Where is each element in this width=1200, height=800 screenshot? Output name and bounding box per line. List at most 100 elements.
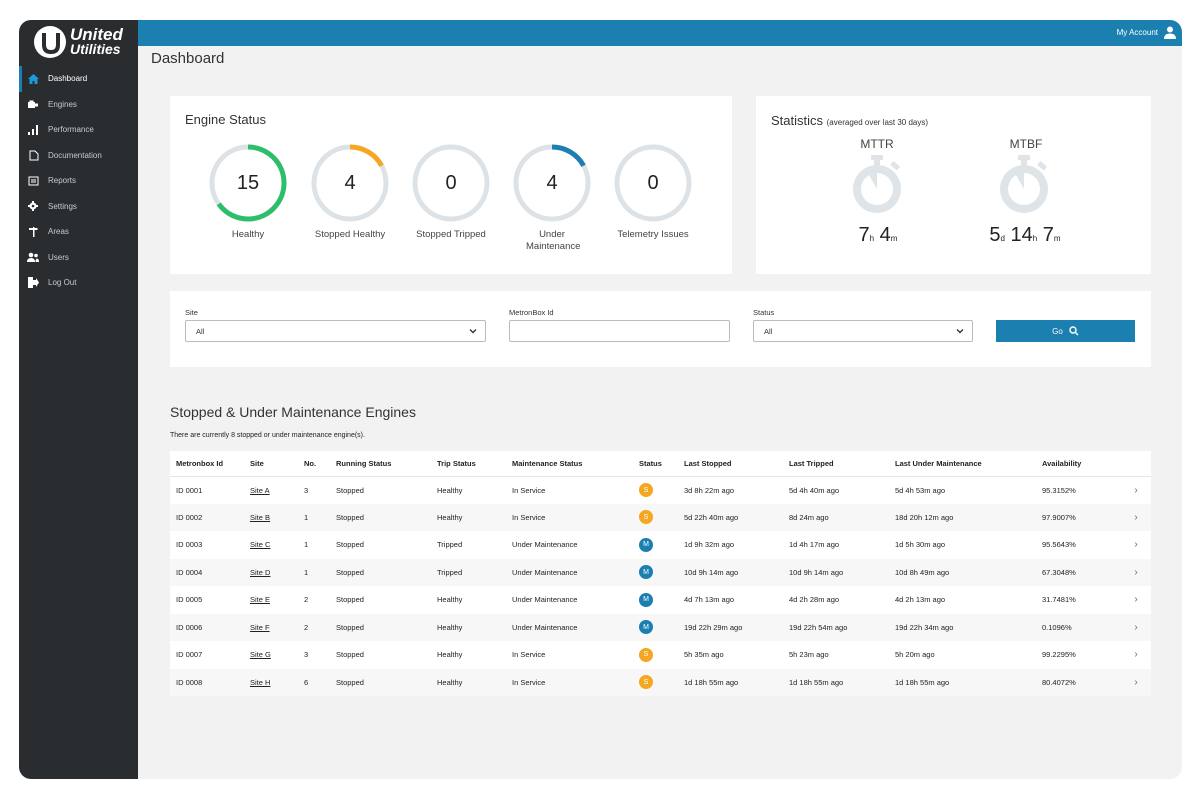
- gauge-value: 0: [445, 171, 457, 194]
- site-link[interactable]: Site H: [250, 677, 271, 687]
- chevron-right-icon[interactable]: ›: [1134, 566, 1138, 578]
- status-cell: M: [639, 531, 684, 559]
- gauge-telemetry-issues[interactable]: 0: [613, 143, 693, 223]
- site-link[interactable]: Site F: [250, 622, 270, 632]
- sidebar-item-logout[interactable]: Log Out: [19, 270, 138, 296]
- brand-logo[interactable]: United Utilities: [33, 25, 123, 59]
- last-maint-cell: 5d 4h 53m ago: [895, 485, 946, 495]
- last-stopped-cell: 1d 9h 32m ago: [684, 540, 735, 550]
- chevron-right-icon[interactable]: ›: [1134, 511, 1138, 523]
- trip-cell: Healthy: [437, 622, 463, 632]
- status-badge: M: [639, 592, 653, 607]
- last-tripped-cell: 1d 18h 55m ago: [789, 677, 844, 687]
- table-row[interactable]: ID 0005 Site E 2 Stopped Healthy Under Mainte…: [170, 586, 1151, 614]
- column-header[interactable]: Metronbox Id: [176, 458, 224, 468]
- chevron-right-icon[interactable]: ›: [1134, 676, 1138, 688]
- bar-chart-icon: [27, 124, 39, 136]
- column-header[interactable]: Trip Status: [437, 458, 476, 468]
- my-account-button[interactable]: My Account: [1117, 26, 1176, 39]
- user-icon: [1164, 26, 1176, 39]
- column-header[interactable]: Site: [250, 458, 264, 468]
- go-button[interactable]: Go: [996, 320, 1135, 342]
- status-cell: S: [639, 504, 684, 532]
- status-cell: S: [639, 476, 684, 504]
- table-row[interactable]: ID 0007 Site G 3 Stopped Healthy In Service S 5…: [170, 641, 1151, 669]
- column-header-empty: [1121, 451, 1151, 476]
- status-badge: M: [639, 565, 653, 580]
- metronbox-id-input[interactable]: [509, 320, 730, 342]
- table-row[interactable]: ID 0004 Site D 1 Stopped Tripped Under Mainte…: [170, 558, 1151, 586]
- site-link[interactable]: Site E: [250, 595, 271, 605]
- sidebar-item-performance[interactable]: Performance: [19, 117, 138, 143]
- chevron-right-icon[interactable]: ›: [1134, 649, 1138, 661]
- column-header[interactable]: Maintenance Status: [512, 458, 583, 468]
- table-row[interactable]: ID 0006 Site F 2 Stopped Healthy Under Mainte…: [170, 613, 1151, 642]
- sidebar-item-documentation[interactable]: Documentation: [19, 143, 138, 169]
- gauge-under-maintenance[interactable]: 4: [512, 143, 592, 223]
- gauge-stopped-healthy[interactable]: 4: [310, 143, 390, 223]
- statistics-title: Statistics (averaged over last 30 days): [771, 113, 928, 128]
- mttr-minutes-unit: m: [890, 234, 898, 243]
- maint-cell: Under Maintenance: [512, 595, 578, 605]
- availability-cell: 67.3048%: [1042, 567, 1076, 577]
- gauge-healthy[interactable]: 15: [208, 143, 288, 223]
- status-cell: S: [639, 641, 684, 669]
- maint-cell: Under Maintenance: [512, 540, 578, 550]
- running-cell: Stopped: [336, 622, 364, 632]
- running-cell: Stopped: [336, 595, 364, 605]
- status-badge: S: [639, 675, 653, 690]
- last-stopped-cell: 1d 18h 55m ago: [684, 677, 739, 687]
- mtbf-minutes-unit: m: [1053, 234, 1061, 243]
- sidebar-item-dashboard[interactable]: Dashboard: [19, 66, 138, 92]
- site-link[interactable]: Site C: [250, 540, 271, 550]
- site-cell: Site B: [250, 504, 304, 532]
- column-header[interactable]: Last Under Maintenance: [895, 458, 982, 468]
- no-cell: 3: [304, 650, 309, 660]
- column-header[interactable]: No.: [304, 458, 317, 468]
- sidebar-item-settings[interactable]: Settings: [19, 194, 138, 220]
- gauge-label: Stopped Healthy: [314, 229, 386, 240]
- table-row[interactable]: ID 0001 Site A 3 Stopped Healthy In Service S 3…: [170, 476, 1151, 504]
- chevron-right-icon[interactable]: ›: [1134, 594, 1138, 606]
- sidebar-item-areas[interactable]: Areas: [19, 219, 138, 245]
- site-cell: Site A: [250, 476, 304, 504]
- sidebar-item-users[interactable]: Users: [19, 245, 138, 271]
- table-row[interactable]: ID 0008 Site H 6 Stopped Healthy In Service S 1…: [170, 668, 1151, 696]
- sidebar-item-engines[interactable]: Engines: [19, 92, 138, 118]
- sidebar-item-reports[interactable]: Reports: [19, 168, 138, 194]
- gauge-value: 4: [344, 171, 356, 194]
- site-cell: Site F: [250, 614, 304, 642]
- chevron-right-icon[interactable]: ›: [1134, 621, 1138, 633]
- sidebar-nav: Dashboard Engines Performance Documentat…: [19, 66, 138, 296]
- chevron-right-icon[interactable]: ›: [1134, 539, 1138, 551]
- site-link[interactable]: Site B: [250, 512, 271, 522]
- column-header[interactable]: Running Status: [336, 458, 392, 468]
- sidebar-item-label: Areas: [48, 227, 69, 237]
- site-cell: Site G: [250, 641, 304, 669]
- last-tripped-cell: 5d 4h 40m ago: [789, 485, 840, 495]
- no-cell: 2: [304, 622, 309, 632]
- column-header[interactable]: Last Stopped: [684, 458, 732, 468]
- site-link[interactable]: Site G: [250, 650, 271, 660]
- status-select[interactable]: All: [753, 320, 973, 342]
- engines-table: Metronbox Id Site No. Running Status Tri…: [170, 451, 1151, 696]
- gauge-label: Healthy: [231, 229, 265, 240]
- mtbf-days: 5: [989, 224, 1001, 246]
- site-link[interactable]: Site D: [250, 567, 271, 577]
- table-row[interactable]: ID 0002 Site B 1 Stopped Healthy In Service S 5…: [170, 503, 1151, 532]
- site-select[interactable]: All: [185, 320, 486, 342]
- column-header[interactable]: Status: [639, 458, 662, 468]
- last-tripped-cell: 10d 9h 14m ago: [789, 567, 844, 577]
- column-header[interactable]: Availability: [1042, 458, 1082, 468]
- gauge-stopped-tripped[interactable]: 0: [411, 143, 491, 223]
- site-link[interactable]: Site A: [250, 485, 270, 495]
- status-badge: S: [639, 510, 653, 525]
- sidebar-item-label: Performance: [48, 125, 94, 135]
- table-row[interactable]: ID 0003 Site C 1 Stopped Tripped Under Mainte…: [170, 531, 1151, 559]
- availability-cell: 80.4072%: [1042, 677, 1076, 687]
- column-header[interactable]: Last Tripped: [789, 458, 834, 468]
- running-cell: Stopped: [336, 512, 364, 522]
- chevron-right-icon[interactable]: ›: [1134, 484, 1138, 496]
- engine-icon: [27, 98, 39, 110]
- id-cell: ID 0001: [176, 485, 203, 495]
